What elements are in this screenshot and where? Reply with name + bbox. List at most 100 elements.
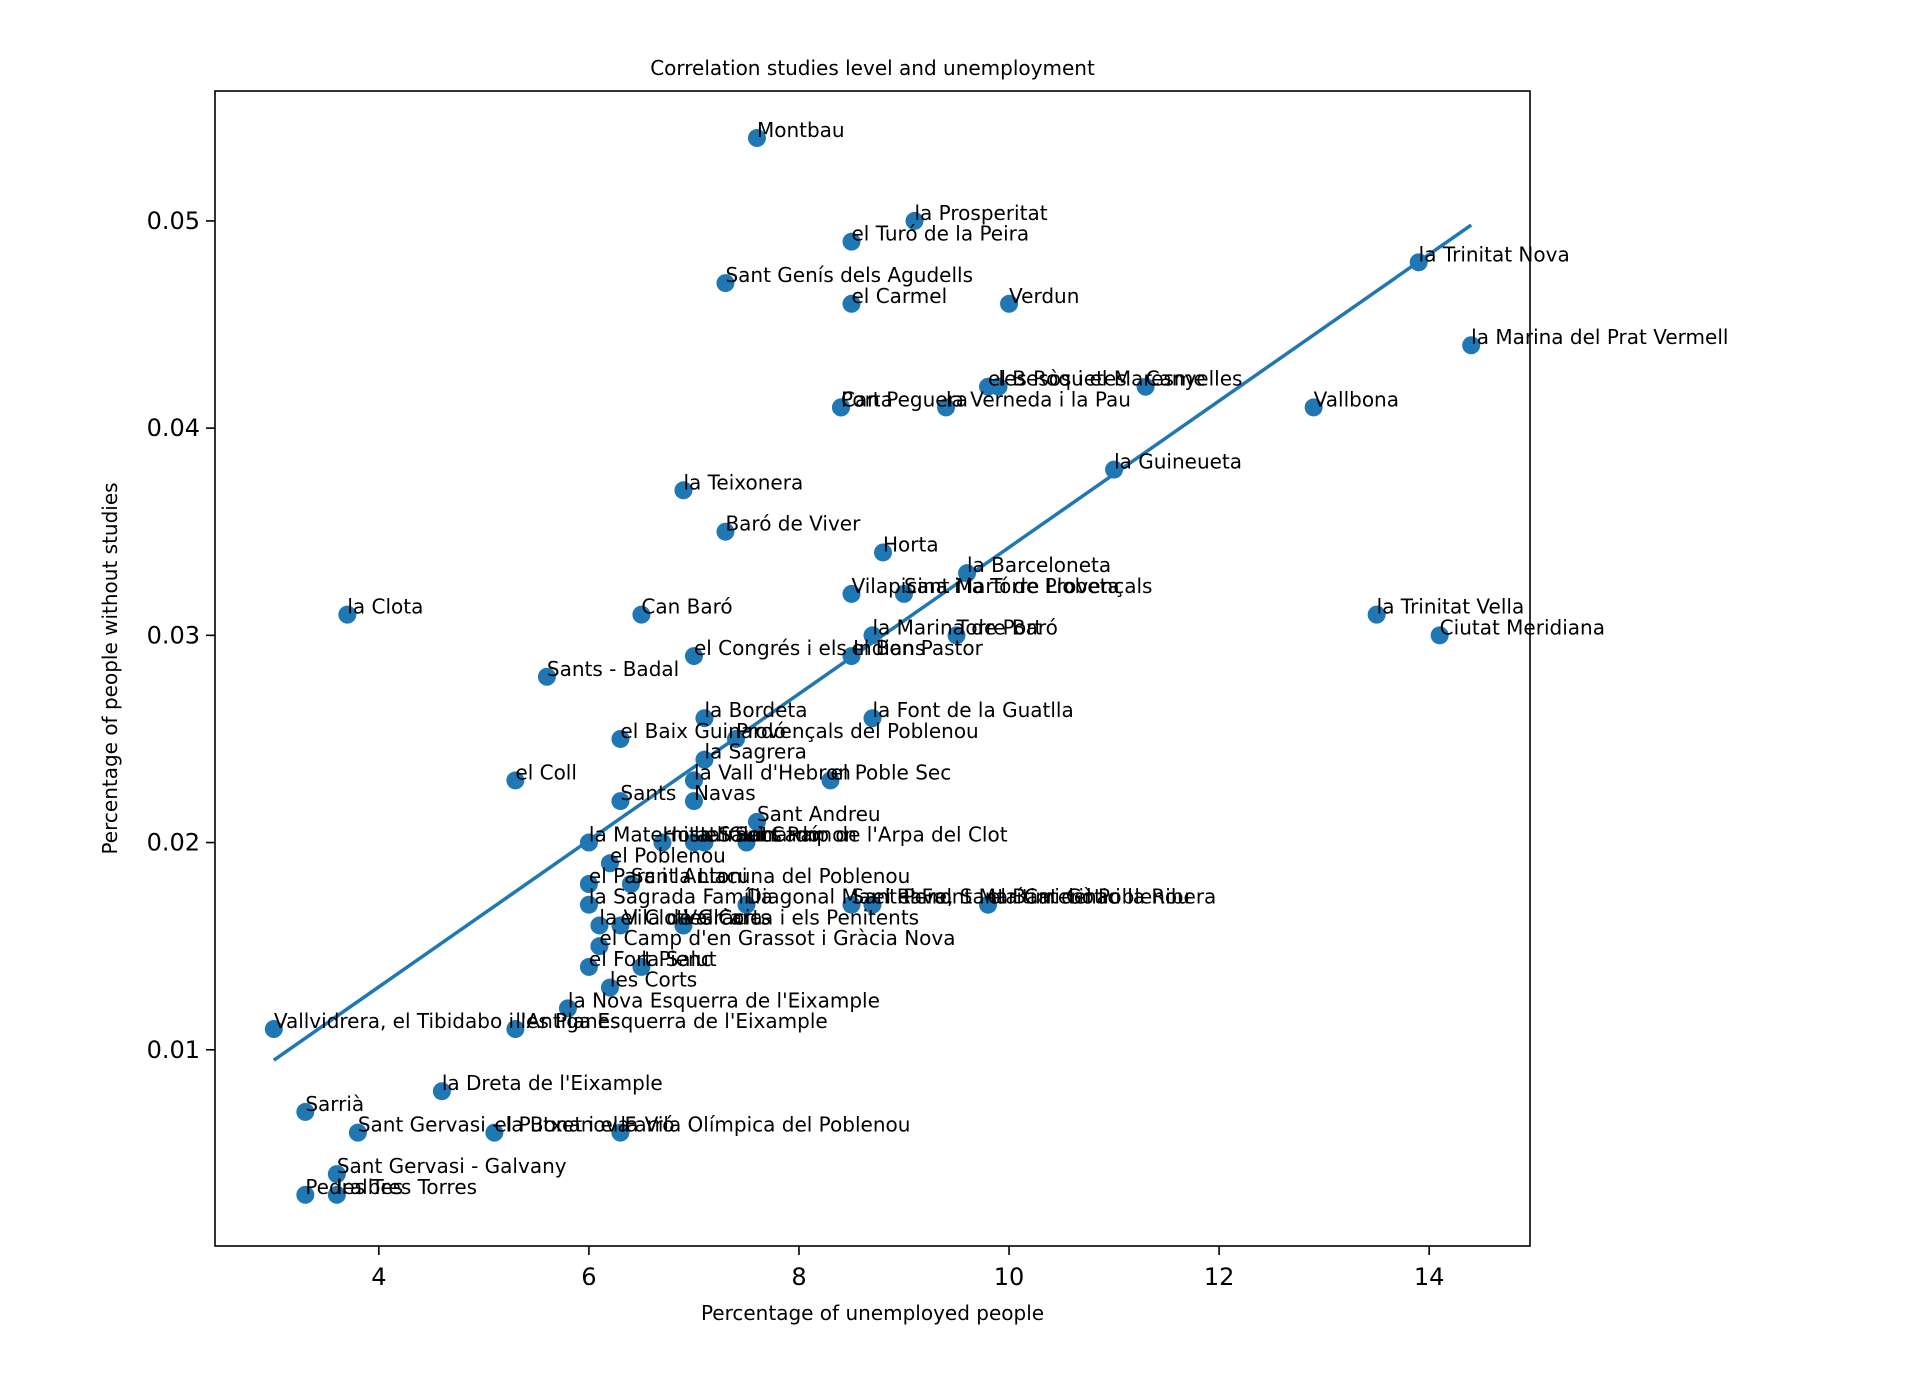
data-points (264, 129, 1481, 1204)
point-label: Sant Pere, Santa Caterina i la Ribera (851, 885, 1216, 909)
point-label: el Poble Sec (830, 760, 951, 784)
data-point (947, 626, 966, 645)
data-point (579, 957, 598, 976)
point-label: el Congrés i els Indians (694, 636, 925, 660)
data-point (684, 771, 703, 790)
data-point (695, 750, 714, 769)
point-label: Canyelles (1146, 367, 1243, 391)
point-label: Sarrià (305, 1092, 364, 1116)
data-point (264, 1020, 283, 1039)
data-point (632, 957, 651, 976)
data-point (863, 709, 882, 728)
data-point (695, 833, 714, 852)
data-point (937, 398, 956, 417)
point-label: la Verneda i la Pau (946, 387, 1131, 411)
data-point (674, 481, 693, 500)
point-label: la Nova Esquerra de l'Eixample (568, 988, 880, 1012)
data-point (684, 647, 703, 666)
data-point (611, 729, 630, 748)
y-tick-label: 0.01 (147, 1036, 200, 1064)
data-point (821, 771, 840, 790)
x-tick-label: 4 (371, 1263, 386, 1291)
data-point (1105, 460, 1124, 479)
data-point (1136, 377, 1155, 396)
data-point (611, 792, 630, 811)
point-label: el Raval (873, 885, 953, 909)
point-label: el Putxet i el Farró (494, 1113, 674, 1137)
point-label: Horta (883, 532, 939, 556)
data-point (989, 377, 1008, 396)
x-axis-label: Percentage of unemployed people (701, 1301, 1044, 1325)
data-point (905, 211, 924, 230)
data-point (600, 978, 619, 997)
data-point (1304, 398, 1323, 417)
point-label: el Bon Pastor (851, 636, 983, 660)
point-label: el Poblenou (610, 843, 726, 867)
point-label: les Corts (610, 968, 697, 992)
point-label: el Baix Guinardó (620, 719, 785, 743)
point-label: la Vila Olímpica del Poblenou (620, 1113, 910, 1137)
point-label: la Vall d'Hebron (694, 760, 851, 784)
data-point (327, 1165, 346, 1184)
point-label: la Barceloneta (967, 553, 1111, 577)
point-label: la Sagrera (704, 740, 806, 764)
y-tick-label: 0.02 (147, 829, 200, 857)
data-point (485, 1123, 504, 1142)
data-point (1367, 605, 1386, 624)
data-point (979, 895, 998, 914)
data-point (432, 1082, 451, 1101)
data-point (842, 895, 861, 914)
data-point (506, 771, 525, 790)
point-label: Pedralbes (305, 1175, 403, 1199)
data-point (590, 937, 609, 956)
point-label: la Maternitat i Sant Ramon (589, 823, 857, 847)
data-point (338, 605, 357, 624)
x-tick-label: 14 (1414, 1263, 1445, 1291)
point-label: Sant Antoni (631, 864, 748, 888)
point-label: el Guinardó (704, 823, 820, 847)
point-label: la Guineueta (1114, 450, 1242, 474)
point-label: Sant Martí de Provençals (904, 574, 1152, 598)
point-label: el Carmel (851, 284, 947, 308)
data-point (737, 895, 756, 914)
data-point (842, 294, 861, 313)
data-point (558, 999, 577, 1018)
data-point (537, 667, 556, 686)
point-label: Baró de Viver (725, 512, 861, 536)
data-point (695, 709, 714, 728)
data-point (958, 564, 977, 583)
point-label: Hostafrancs (662, 823, 781, 847)
point-label: l'Antiga Esquerra de l'Eixample (515, 1009, 827, 1033)
x-axis: 4 6 8 10 12 14 (371, 1246, 1444, 1291)
point-label: la Bordeta (704, 698, 807, 722)
data-point (716, 522, 735, 541)
point-label: la Salut (641, 947, 716, 971)
point-label: Sants - Badal (547, 657, 679, 681)
point-label: les Roquetes (999, 367, 1127, 391)
point-label: Porta (841, 387, 893, 411)
chart-title: Correlation studies level and unemployme… (650, 56, 1095, 80)
point-label: Navas (694, 781, 756, 805)
y-axis-label: Percentage of people without studies (98, 482, 122, 854)
point-label: el Clot (620, 905, 684, 929)
data-point (296, 1102, 315, 1121)
data-point (842, 584, 861, 603)
data-point (1000, 294, 1019, 313)
point-label: Vallbona (1314, 387, 1399, 411)
data-point (1430, 626, 1449, 645)
x-tick-label: 12 (1204, 1263, 1235, 1291)
point-label: la Vila de Gràcia (599, 905, 762, 929)
data-point (632, 605, 651, 624)
data-point (737, 833, 756, 852)
data-point (726, 729, 745, 748)
y-tick-label: 0.04 (147, 414, 200, 442)
y-axis: 0.01 0.02 0.03 0.04 0.05 (147, 207, 215, 1064)
data-point (579, 875, 598, 894)
point-label: Vilapicina i la Torre Llobeta (851, 574, 1119, 598)
point-label: la Marina de Port (873, 615, 1043, 639)
data-point (653, 833, 672, 852)
data-point (327, 1185, 346, 1204)
y-tick-label: 0.05 (147, 207, 200, 235)
point-label: Provençals del Poblenou (736, 719, 979, 743)
